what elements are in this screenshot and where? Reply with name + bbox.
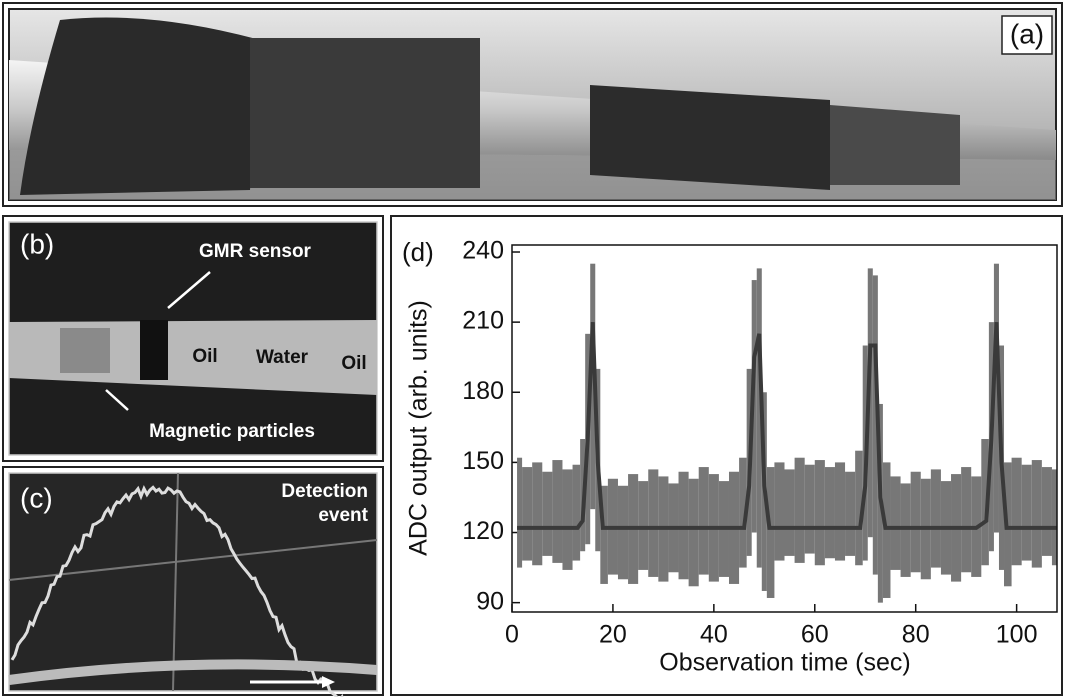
noise-band (522, 467, 533, 561)
x-tick-label: 20 (599, 621, 627, 649)
annotation: Water (256, 347, 309, 368)
noise-band (1011, 457, 1022, 566)
noise-band (600, 485, 608, 584)
y-axis-title: ADC output (arb. units) (405, 300, 433, 556)
fit-line (517, 322, 1057, 530)
noise-band (890, 476, 901, 570)
sensor-wrap (830, 105, 960, 185)
y-tick-label: 210 (462, 307, 504, 335)
noise-band (930, 469, 941, 568)
annotation: event (318, 505, 368, 526)
scope-grid (172, 472, 179, 692)
x-tick-label: 0 (505, 621, 519, 649)
noise-band (794, 457, 805, 563)
noise-band (774, 462, 785, 561)
noise-band (814, 460, 825, 566)
noise-band (867, 268, 873, 538)
annotation: Oil (192, 346, 217, 367)
panel-c: (c) Detection event (2, 466, 384, 697)
noise-band (617, 485, 629, 580)
panel-d: (d) Observation time (sec) ADC output (a… (390, 215, 1063, 696)
noise-band (845, 471, 856, 556)
noise-band (552, 460, 563, 563)
panel-label: (a) (1010, 18, 1044, 49)
noise-band (739, 457, 747, 568)
noise-band (855, 450, 863, 566)
panel-label: (c) (20, 482, 53, 513)
arrow-head (322, 676, 335, 688)
y-tick-label: 180 (462, 377, 504, 405)
noise-band (872, 275, 878, 575)
x-tick-label: 40 (700, 621, 728, 649)
panel-label: (b) (20, 228, 54, 259)
noise-band (532, 462, 543, 566)
noise-band (1041, 467, 1052, 556)
noise-band (766, 467, 775, 598)
y-tick-label: 90 (476, 587, 504, 615)
noise-band (542, 471, 553, 556)
noise-band (562, 469, 573, 570)
annotation: Oil (341, 353, 366, 374)
noise-band (910, 471, 921, 573)
noise-band (678, 471, 689, 580)
noise-band (590, 263, 596, 510)
x-tick-label: 80 (902, 621, 930, 649)
y-tick-label: 240 (462, 237, 504, 265)
noise-band (1051, 469, 1057, 566)
y-tick-label: 150 (462, 447, 504, 475)
frame (390, 215, 1063, 696)
sensor-wrap (250, 38, 480, 188)
noise-band (638, 481, 649, 570)
panel-b: (b) GMR sensor Oil Water Oil Magnetic pa… (2, 215, 384, 462)
annotation: GMR sensor (199, 241, 312, 262)
arrow (167, 271, 211, 309)
noise-band (698, 467, 709, 575)
arrow (105, 389, 129, 411)
noise-band (834, 462, 846, 561)
noise-band (981, 439, 989, 566)
noise-band (1021, 464, 1032, 561)
x-tick-label: 60 (801, 621, 829, 649)
noise-band (993, 263, 999, 533)
x-axis-title: Observation time (sec) (659, 649, 910, 677)
noise-band (824, 467, 835, 559)
scope-grid (8, 539, 378, 581)
sensor (140, 320, 168, 380)
noise-band (1031, 460, 1042, 568)
particles (60, 328, 110, 373)
x-tick-label: 100 (996, 621, 1038, 649)
annotation: Magnetic particles (149, 421, 315, 442)
noise-band (572, 464, 581, 561)
annotation: Detection (281, 481, 368, 502)
noise-band (961, 467, 972, 573)
noise-band (648, 469, 659, 577)
noise-band (784, 469, 795, 556)
panel-label: (d) (402, 237, 434, 267)
sensor-wrap (20, 17, 260, 195)
plot-frame (511, 244, 1058, 613)
noise-band (756, 268, 762, 568)
panel-a: (a) (2, 2, 1063, 207)
noise-band (804, 464, 815, 554)
noise-band (517, 457, 523, 568)
noise-band (688, 478, 699, 587)
label-box (1001, 15, 1053, 55)
noise-band (900, 483, 911, 577)
frame (2, 2, 1063, 207)
tube (8, 659, 378, 685)
sensor-wrap (590, 85, 830, 190)
noise-band (882, 462, 891, 598)
y-tick-label: 120 (462, 517, 504, 545)
